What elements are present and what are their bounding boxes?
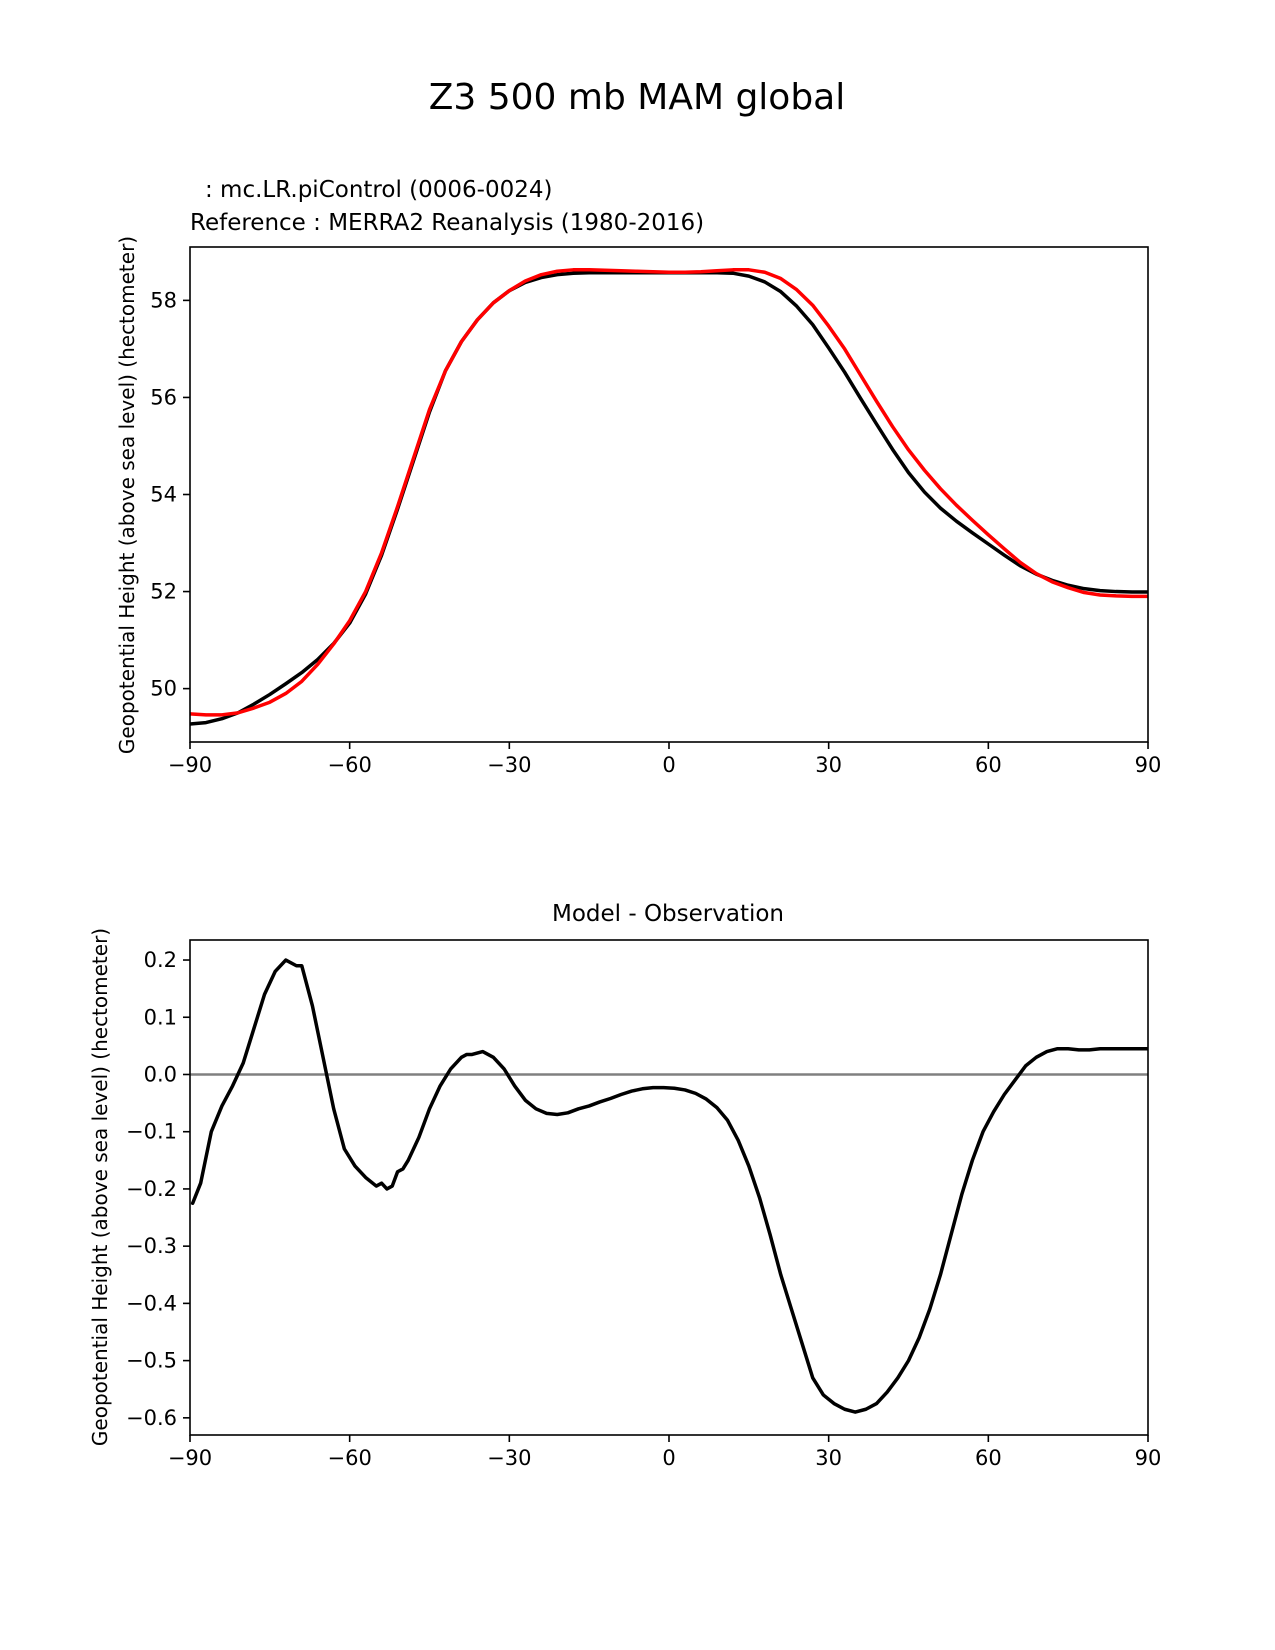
figure-title: Z3 500 mb MAM global [429,77,846,118]
bottom-xtick-label: 0 [662,1446,675,1470]
bottom-series-0-line [190,958,1148,1414]
bottom-panel-title: Model - Observation [552,901,784,927]
bottom-panel-ylabel: Geopotential Height (above sea level) (h… [88,928,112,1446]
top-panel: : mc.LR.piControl (0006-0024) Reference … [115,177,1161,777]
top-xtick-label: −90 [168,753,212,777]
bottom-ytick-label: −0.3 [126,1234,177,1258]
top-xtick-label: 60 [975,753,1002,777]
bottom-ytick-label: 0.1 [144,1005,177,1029]
bottom-ytick-label: −0.4 [126,1291,177,1315]
bottom-ytick-label: −0.6 [126,1406,177,1430]
top-ytick-label: 54 [150,483,177,507]
top-panel-ylabel: Geopotential Height (above sea level) (h… [115,236,139,754]
bottom-xtick-label: −30 [487,1446,531,1470]
bottom-panel-plot-area: −90 −60 −30 0 30 60 90 0.2 0.1 0.0 −0.1 −0.2 −0.3 −0.… [126,939,1162,1470]
bottom-xtick-label: −90 [168,1446,212,1470]
top-ytick-label: 52 [150,580,177,604]
top-panel-title-reference: Reference : MERRA2 Reanalysis (1980-2016… [190,210,704,236]
top-xtick-label: 90 [1135,753,1162,777]
top-panel-title-model: : mc.LR.piControl (0006-0024) [205,177,552,203]
bottom-ytick-label: −0.1 [126,1120,177,1144]
bottom-ytick-label: −0.5 [126,1349,177,1373]
top-xtick-label: 0 [662,753,675,777]
top-ytick-label: 50 [150,677,177,701]
top-series-1-line [190,268,1148,717]
bottom-xtick-label: 60 [975,1446,1002,1470]
top-xtick-label: −30 [487,753,531,777]
bottom-ytick-label: 0.2 [144,948,177,972]
top-xtick-label: −60 [328,753,372,777]
top-panel-plot-area: −90 −60 −30 0 30 60 90 50 52 54 56 58 [150,246,1162,777]
top-ytick-label: 58 [150,288,177,312]
bottom-xtick-label: 90 [1135,1446,1162,1470]
top-xtick-label: 30 [815,753,842,777]
bottom-panel: Model - Observation −90 −60 −30 0 30 60 90 0.2 0… [88,901,1161,1470]
bottom-xtick-label: 30 [815,1446,842,1470]
top-ytick-label: 56 [150,385,177,409]
bottom-ytick-label: −0.2 [126,1177,177,1201]
bottom-ytick-label: 0.0 [144,1062,177,1086]
bottom-xtick-label: −60 [328,1446,372,1470]
